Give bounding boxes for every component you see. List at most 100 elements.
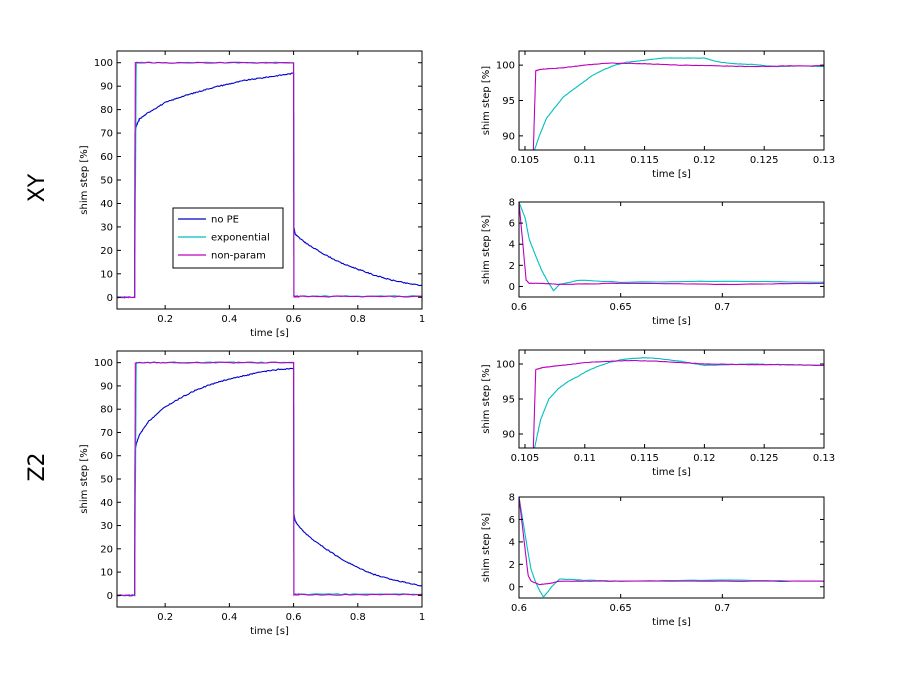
series-line-exponential	[533, 57, 824, 150]
series-line-non-param	[519, 497, 824, 586]
axes-box	[116, 350, 423, 608]
y-axis-label: shim step [%]	[481, 66, 492, 135]
y-tick-label: 2	[509, 261, 515, 272]
series-line-non-param	[532, 359, 824, 448]
x-tick-label: 0.11	[574, 453, 596, 464]
series-line-non-param	[117, 361, 422, 597]
y-tick-label: 70	[100, 129, 113, 140]
x-tick-label: 0.65	[610, 302, 632, 313]
x-tick-label: 0.7	[714, 603, 730, 614]
x-tick-label: 0.12	[693, 453, 715, 464]
y-tick-label: 6	[509, 515, 515, 526]
y-tick-label: 50	[100, 475, 113, 486]
series-group	[519, 202, 824, 292]
series-line-non-param	[117, 61, 422, 299]
x-tick-label: 0.7	[714, 302, 730, 313]
series-line-non-param	[532, 62, 824, 150]
y-tick-label: 90	[100, 82, 113, 93]
y-tick-label: 10	[100, 568, 113, 579]
x-tick-label: 0.8	[350, 314, 366, 325]
y-axis-label: shim step [%]	[79, 145, 90, 214]
y-axis-label: shim step [%]	[79, 444, 90, 513]
legend-entry: non-param	[211, 251, 266, 262]
chart-xy-rise: 0.105 0.11 0.115 0.12 0.125 0.13 90 95 100 time […	[481, 50, 835, 180]
y-tick-label: 10	[100, 269, 113, 280]
y-axis-label: shim step [%]	[481, 215, 492, 284]
axes-box	[518, 496, 825, 599]
chart-xy-main: 0.2 0.4 0.6 0.8 10102030405060708090100time …	[79, 50, 425, 339]
row-label-xy: XY	[25, 173, 50, 202]
y-tick-label: 100	[94, 58, 113, 69]
x-axis-label: time [s]	[250, 328, 289, 339]
y-tick-label: 50	[100, 176, 113, 187]
y-tick-label: 40	[100, 199, 113, 210]
series-group	[532, 57, 824, 150]
y-tick-label: 90	[502, 131, 515, 142]
x-tick-label: 0.8	[350, 612, 366, 623]
row-label-z2: Z2	[25, 452, 50, 481]
x-tick-label: 0.105	[511, 155, 540, 166]
y-axis-label: shim step [%]	[481, 513, 492, 582]
chart-z2-fall: 0.6 0.65 0.7 0 2 4 6 8 time [s] shim step [%]	[481, 493, 825, 628]
y-tick-label: 30	[100, 521, 113, 532]
legend: no PE exponential non-param	[172, 207, 284, 269]
y-tick-label: 8	[509, 493, 515, 504]
series-group	[519, 497, 824, 598]
series-group	[117, 361, 422, 597]
y-tick-label: 60	[100, 451, 113, 462]
chart-xy-fall: 0.6 0.65 0.7 0 2 4 6 8 time [s] shim step [%]	[481, 198, 825, 327]
legend-box	[172, 207, 284, 269]
x-tick-label: 0.65	[610, 603, 632, 614]
y-tick-label: 20	[100, 246, 113, 257]
x-axis-label: time [s]	[652, 169, 691, 180]
x-tick-label: 0.4	[221, 612, 237, 623]
series-line-no-pe	[117, 367, 422, 597]
x-tick-label: 0.13	[813, 453, 835, 464]
y-tick-label: 80	[100, 105, 113, 116]
y-tick-label: 0	[509, 282, 515, 293]
x-tick-label: 0.11	[574, 155, 596, 166]
series-group	[117, 61, 422, 299]
y-tick-label: 0	[107, 293, 113, 304]
y-tick-label: 0	[509, 582, 515, 593]
y-tick-label: 8	[509, 198, 515, 209]
x-axis-label: time [s]	[652, 617, 691, 628]
y-tick-label: 100	[94, 358, 113, 369]
legend-entry: exponential	[211, 233, 270, 244]
series-line-exponential	[533, 357, 824, 448]
y-tick-label: 95	[502, 395, 515, 406]
x-tick-label: 0.6	[286, 314, 302, 325]
y-tick-label: 90	[100, 381, 113, 392]
x-tick-label: 0.6	[511, 302, 527, 313]
legend-entry: no PE	[211, 215, 239, 226]
x-tick-label: 0.115	[630, 155, 659, 166]
y-tick-label: 30	[100, 222, 113, 233]
x-tick-label: 0.4	[221, 314, 237, 325]
series-group	[532, 357, 824, 448]
y-tick-label: 90	[502, 430, 515, 441]
x-tick-label: 0.115	[630, 453, 659, 464]
y-tick-label: 6	[509, 219, 515, 230]
y-tick-label: 4	[509, 240, 515, 251]
series-line-no-pe	[117, 72, 422, 299]
y-tick-label: 95	[502, 96, 515, 107]
y-tick-label: 40	[100, 498, 113, 509]
axes-box	[518, 201, 825, 298]
series-line-exponential	[519, 202, 824, 292]
y-tick-label: 4	[509, 537, 515, 548]
y-tick-label: 20	[100, 544, 113, 555]
plots-layer: 0.2 0.4 0.6 0.8 10102030405060708090100time …	[79, 50, 835, 637]
y-tick-label: 100	[496, 360, 515, 371]
x-tick-label: 0.2	[157, 314, 173, 325]
x-axis-label: time [s]	[250, 626, 289, 637]
x-tick-label: 0.125	[750, 155, 779, 166]
x-axis-label: time [s]	[652, 467, 691, 478]
x-axis-label: time [s]	[652, 316, 691, 327]
axes-box	[116, 50, 423, 310]
x-tick-label: 1	[419, 612, 425, 623]
x-tick-label: 0.105	[511, 453, 540, 464]
y-tick-label: 80	[100, 405, 113, 416]
x-tick-label: 0.13	[813, 155, 835, 166]
x-tick-label: 1	[419, 314, 425, 325]
